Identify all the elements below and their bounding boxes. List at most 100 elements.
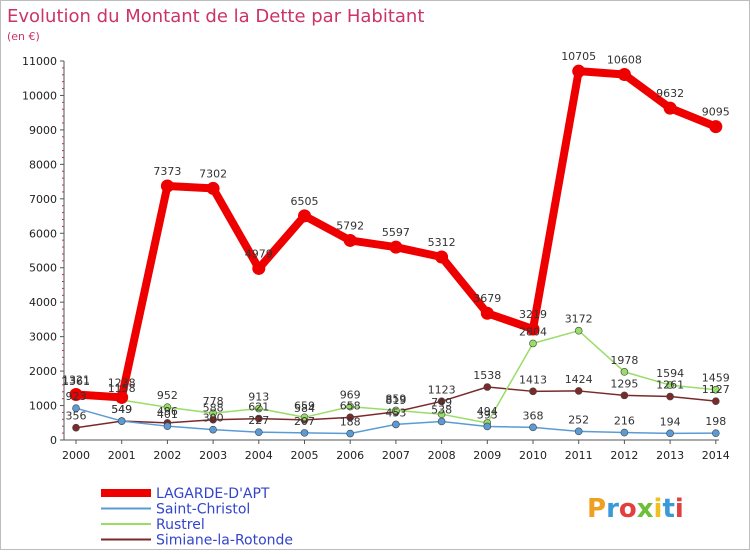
- data-point: [209, 425, 217, 434]
- y-tick-label: 2000: [29, 365, 57, 378]
- series-0: [69, 64, 723, 404]
- legend-label: Saint-Christol: [156, 502, 250, 518]
- y-tick-label: 10000: [22, 89, 57, 102]
- data-label: 749: [431, 396, 452, 409]
- data-label: 207: [294, 415, 315, 428]
- data-label: 10608: [607, 54, 642, 67]
- data-label: 496: [157, 405, 178, 418]
- data-label: 819: [385, 394, 406, 407]
- x-tick-label: 2014: [702, 449, 730, 462]
- data-point: [163, 422, 172, 430]
- y-tick-label: 3000: [29, 331, 57, 344]
- data-point: [437, 397, 446, 406]
- data-point: [437, 417, 446, 426]
- data-label: 2804: [519, 325, 547, 338]
- data-label: 356: [66, 410, 87, 423]
- data-label: 923: [66, 390, 87, 403]
- x-tick-label: 2010: [519, 449, 547, 462]
- data-label: 9632: [656, 87, 684, 100]
- data-point: [711, 397, 720, 405]
- data-point: [666, 392, 674, 401]
- data-label: 1424: [565, 373, 593, 386]
- data-label: 7302: [199, 167, 227, 180]
- data-point: [392, 420, 400, 429]
- y-tick-label: 7000: [29, 193, 57, 206]
- data-label: 1238: [108, 376, 136, 389]
- y-tick-label: 6000: [29, 227, 57, 240]
- y-tick-label: 4000: [29, 296, 57, 309]
- logo-letter: x: [637, 494, 654, 524]
- data-point: [483, 422, 492, 431]
- data-label: 549: [111, 403, 132, 416]
- data-point: [72, 423, 80, 432]
- logo-letter: i: [675, 494, 684, 524]
- data-label: 188: [340, 416, 361, 429]
- data-point: [346, 402, 355, 411]
- data-label: 1261: [656, 379, 684, 392]
- data-point: [620, 368, 629, 376]
- series-2: [72, 326, 720, 427]
- data-point: [711, 429, 720, 437]
- data-point: [117, 417, 126, 425]
- y-tick-label: 9000: [29, 124, 57, 137]
- data-point: [392, 406, 400, 415]
- axes: 0 1000 2000 3000 4000 5000 6000 7000 8000 9000 100…: [22, 55, 730, 462]
- data-label: 659: [294, 399, 315, 412]
- y-tick-label: 1000: [29, 400, 57, 413]
- data-point: [69, 387, 83, 401]
- data-label: 216: [614, 415, 635, 428]
- data-label: 584: [294, 402, 315, 415]
- data-point: [163, 403, 172, 411]
- data-label: 453: [385, 406, 406, 419]
- data-label: 1538: [473, 369, 501, 382]
- data-label: 393: [477, 408, 498, 421]
- x-tick-label: 2005: [291, 449, 319, 462]
- data-point: [529, 423, 537, 432]
- x-tick-label: 2011: [565, 449, 593, 462]
- x-tick-label: 2004: [245, 449, 273, 462]
- data-label: 368: [523, 409, 544, 422]
- x-tick-label: 2001: [108, 449, 136, 462]
- data-label: 3172: [565, 313, 593, 326]
- y-tick-label: 0: [50, 434, 57, 447]
- data-label: 300: [203, 412, 224, 425]
- data-point: [206, 181, 220, 195]
- data-label: 1361: [62, 375, 90, 388]
- series-1: [72, 404, 720, 438]
- data-label: 3679: [473, 292, 501, 305]
- data-label: 1158: [108, 382, 136, 395]
- data-label: 1321: [62, 373, 90, 386]
- data-point: [529, 387, 537, 396]
- data-point: [574, 427, 583, 436]
- logo-letter: t: [662, 494, 674, 524]
- data-label: 7373: [153, 165, 181, 178]
- data-point: [254, 404, 263, 413]
- data-point: [343, 233, 357, 247]
- data-label: 9095: [702, 106, 730, 119]
- data-label: 1978: [610, 354, 638, 367]
- proxiti-logo: Proxiti: [587, 494, 684, 524]
- data-point: [115, 390, 129, 404]
- data-label: 198: [705, 415, 726, 428]
- data-point: [252, 261, 266, 275]
- data-label: 401: [157, 408, 178, 421]
- data-point: [526, 322, 540, 336]
- data-point: [346, 413, 355, 422]
- data-labels: 356 549 496 588 621 584 658 819 1123 1538 1413 1424…: [62, 50, 730, 428]
- x-tick-label: 2008: [428, 449, 456, 462]
- logo-letter: r: [606, 494, 619, 524]
- data-label: 194: [660, 415, 681, 428]
- data-point: [620, 391, 629, 400]
- data-point: [209, 409, 217, 417]
- data-point: [483, 383, 492, 391]
- legend-label: Simiane-la-Rotonde: [156, 533, 293, 549]
- data-label: 5597: [382, 226, 410, 239]
- data-label: 549: [111, 403, 132, 416]
- data-point: [160, 179, 174, 193]
- data-point: [435, 250, 449, 264]
- data-label: 1123: [428, 383, 456, 396]
- data-label: 10705: [561, 50, 596, 63]
- data-point: [300, 429, 309, 437]
- data-label: 5792: [336, 219, 364, 232]
